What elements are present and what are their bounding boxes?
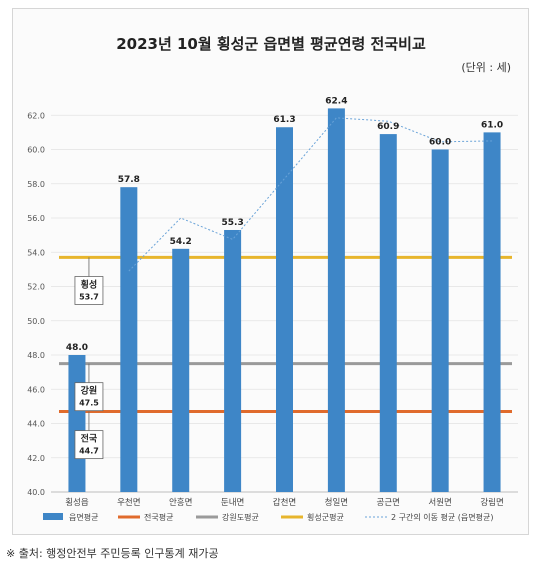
y-tick-label: 52.0: [27, 283, 45, 292]
chart: 2023년 10월 횡성군 읍면별 평균연령 전국비교 (단위 : 세) 40.…: [27, 35, 518, 522]
callout-name: 강원: [81, 385, 98, 397]
moving-average-line: [128, 117, 493, 272]
x-category-label: 공근면: [377, 497, 400, 508]
bars: [68, 108, 501, 493]
x-category-label: 서원면: [428, 497, 451, 508]
bar: [276, 127, 293, 493]
data-label: 55.3: [222, 218, 244, 228]
y-tick-label: 54.0: [27, 248, 45, 257]
y-tick-label: 58.0: [27, 180, 45, 189]
x-category-label: 청일면: [325, 497, 348, 508]
bar: [431, 149, 449, 492]
chart-frame: 2023년 10월 횡성군 읍면별 평균연령 전국비교 (단위 : 세) 40.…: [12, 8, 529, 535]
data-labels: 48.0 57.8 54.2 55.3 61.3 62.4 60.9 60.0 61.0: [66, 96, 503, 353]
x-category-label: 둔내면: [221, 497, 244, 508]
legend-label: 2 구간의 이동 평균 (읍면평균): [391, 512, 493, 522]
bar: [327, 108, 345, 493]
y-tick-label: 48.0: [27, 351, 45, 360]
data-label: 48.0: [66, 343, 88, 353]
legend-swatch: [43, 513, 63, 520]
bar: [68, 355, 86, 492]
bar: [120, 187, 138, 493]
y-tick-label: 50.0: [27, 317, 45, 326]
reference-callouts: 전국 44.7 강원 47.5 횡성 53.7: [74, 257, 104, 460]
x-category-label: 우천면: [117, 497, 140, 508]
legend-label: 읍면평균: [69, 512, 98, 522]
data-label: 60.9: [377, 122, 399, 132]
callout-value: 53.7: [79, 293, 99, 302]
moving-average-path: [128, 117, 493, 272]
source-note: ※ 출처: 행정안전부 주민등록 인구통계 재가공: [6, 547, 219, 560]
y-tick-label: 46.0: [27, 385, 45, 394]
legend-label: 횡성군평균: [307, 512, 344, 522]
callout-box: [74, 382, 104, 412]
x-category-label: 갑천면: [273, 497, 296, 508]
data-label: 54.2: [170, 237, 192, 247]
y-tick-label: 40.0: [27, 488, 45, 497]
bar: [483, 132, 501, 492]
callout-value: 44.7: [79, 447, 99, 456]
x-category-label: 횡성읍: [65, 497, 89, 508]
data-label: 61.3: [273, 115, 295, 125]
chart-title: 2023년 10월 횡성군 읍면별 평균연령 전국비교: [116, 35, 426, 53]
x-axis-categories: 횡성읍 우천면 안흥면 둔내면 갑천면 청일면 공근면 서원면 강림면: [65, 497, 504, 508]
data-label: 62.4: [325, 96, 347, 106]
data-label: 57.8: [118, 175, 140, 185]
callout-value: 47.5: [79, 399, 99, 408]
x-category-label: 강림면: [480, 497, 503, 508]
bar: [172, 248, 190, 492]
callout-name: 횡성: [81, 279, 98, 291]
y-tick-label: 42.0: [27, 454, 45, 463]
callout-box: [74, 276, 104, 305]
callout-box: [74, 430, 104, 460]
x-category-label: 안흥면: [169, 497, 192, 508]
callout-name: 전국: [81, 433, 98, 445]
y-tick-label: 56.0: [27, 214, 45, 223]
bar: [379, 134, 397, 492]
unit-label: (단위 : 세): [461, 61, 511, 74]
legend-label: 강원도평균: [222, 512, 259, 522]
data-label: 61.0: [481, 120, 503, 130]
legend-label: 전국평균: [144, 512, 173, 522]
y-tick-label: 60.0: [27, 146, 45, 155]
y-axis-ticks: 40.0 42.0 44.0 46.0 48.0 50.0 52.0 54.0 56.0 58.0…: [27, 111, 45, 497]
y-tick-label: 44.0: [27, 420, 45, 429]
y-tick-label: 62.0: [27, 111, 45, 120]
bar: [224, 229, 242, 493]
legend: 읍면평균 전국평균 강원도평균 횡성군평균 2 구간의 이동 평균 (읍면평균): [43, 512, 493, 522]
data-label: 60.0: [429, 138, 451, 148]
